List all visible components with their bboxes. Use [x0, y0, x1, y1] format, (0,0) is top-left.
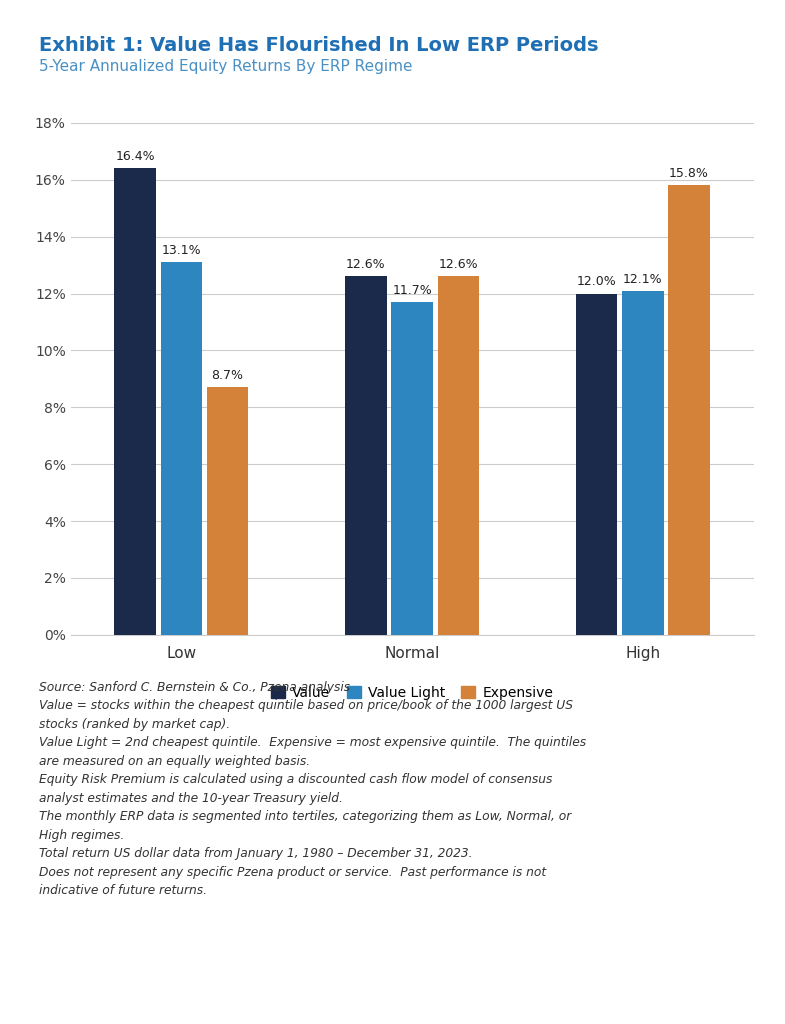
Text: 12.6%: 12.6% — [439, 258, 478, 271]
Bar — [206, 387, 248, 635]
Text: 13.1%: 13.1% — [162, 244, 201, 257]
Text: Exhibit 1: Value Has Flourished In Low ERP Periods: Exhibit 1: Value Has Flourished In Low E… — [39, 36, 599, 55]
Legend: Value, Value Light, Expensive: Value, Value Light, Expensive — [271, 686, 553, 699]
Text: 11.7%: 11.7% — [392, 284, 432, 297]
Text: 12.6%: 12.6% — [346, 258, 385, 271]
Text: 15.8%: 15.8% — [669, 167, 709, 180]
Bar — [437, 276, 479, 635]
Text: 12.1%: 12.1% — [623, 272, 663, 286]
Bar — [576, 294, 618, 635]
Bar — [668, 185, 710, 635]
Text: 8.7%: 8.7% — [211, 370, 243, 382]
Text: 5-Year Annualized Equity Returns By ERP Regime: 5-Year Annualized Equity Returns By ERP … — [39, 59, 413, 75]
Text: 12.0%: 12.0% — [577, 275, 616, 289]
Bar — [115, 168, 156, 635]
Bar — [345, 276, 387, 635]
Bar — [622, 291, 663, 635]
Text: 16.4%: 16.4% — [115, 151, 155, 163]
Bar — [392, 302, 433, 635]
Bar — [161, 262, 203, 635]
Text: Source: Sanford C. Bernstein & Co., Pzena analysis
Value = stocks within the che: Source: Sanford C. Bernstein & Co., Pzen… — [39, 681, 586, 897]
